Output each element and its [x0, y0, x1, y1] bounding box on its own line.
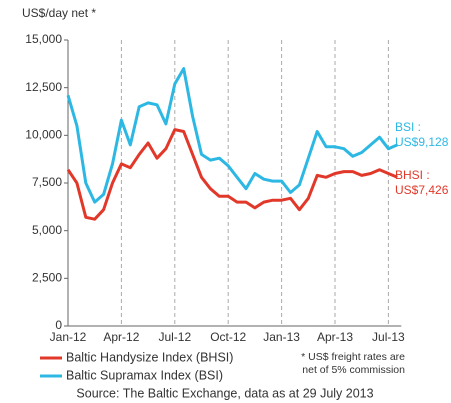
legend-label: Baltic Supramax Index (BSI): [66, 368, 223, 382]
x-tick-label: Jan-12: [50, 330, 87, 344]
note: net of 5% commission: [302, 364, 405, 376]
y-tick-label: 15,000: [25, 32, 62, 46]
annotation: BHSI :: [395, 168, 430, 182]
y-tick-label: 0: [55, 318, 62, 332]
annotation: BSI :: [395, 120, 421, 134]
y-tick-label: 2,500: [32, 271, 62, 285]
x-tick-label: Jan-13: [263, 330, 300, 344]
source: Source: The Baltic Exchange, data as at …: [76, 386, 373, 400]
series-line: [66, 67, 398, 204]
x-tick-label: Apr-12: [103, 330, 139, 344]
legend-label: Baltic Handysize Index (BHSI): [66, 350, 233, 364]
annotation: US$9,128: [395, 135, 449, 149]
y-tick-label: 12,500: [25, 80, 62, 94]
y-tick-label: 10,000: [25, 128, 62, 142]
series-line: [66, 128, 398, 221]
x-tick-label: Jul-12: [158, 330, 191, 344]
annotation: US$7,426: [395, 183, 449, 197]
x-tick-label: Jul-13: [372, 330, 405, 344]
y-tick-label: 5,000: [32, 223, 62, 237]
x-tick-label: Oct-12: [210, 330, 246, 344]
x-tick-label: Apr-13: [317, 330, 353, 344]
y-axis-label: US$/day net *: [22, 6, 96, 20]
y-tick-label: 7,500: [32, 175, 62, 189]
note: * US$ freight rates are: [301, 351, 405, 363]
